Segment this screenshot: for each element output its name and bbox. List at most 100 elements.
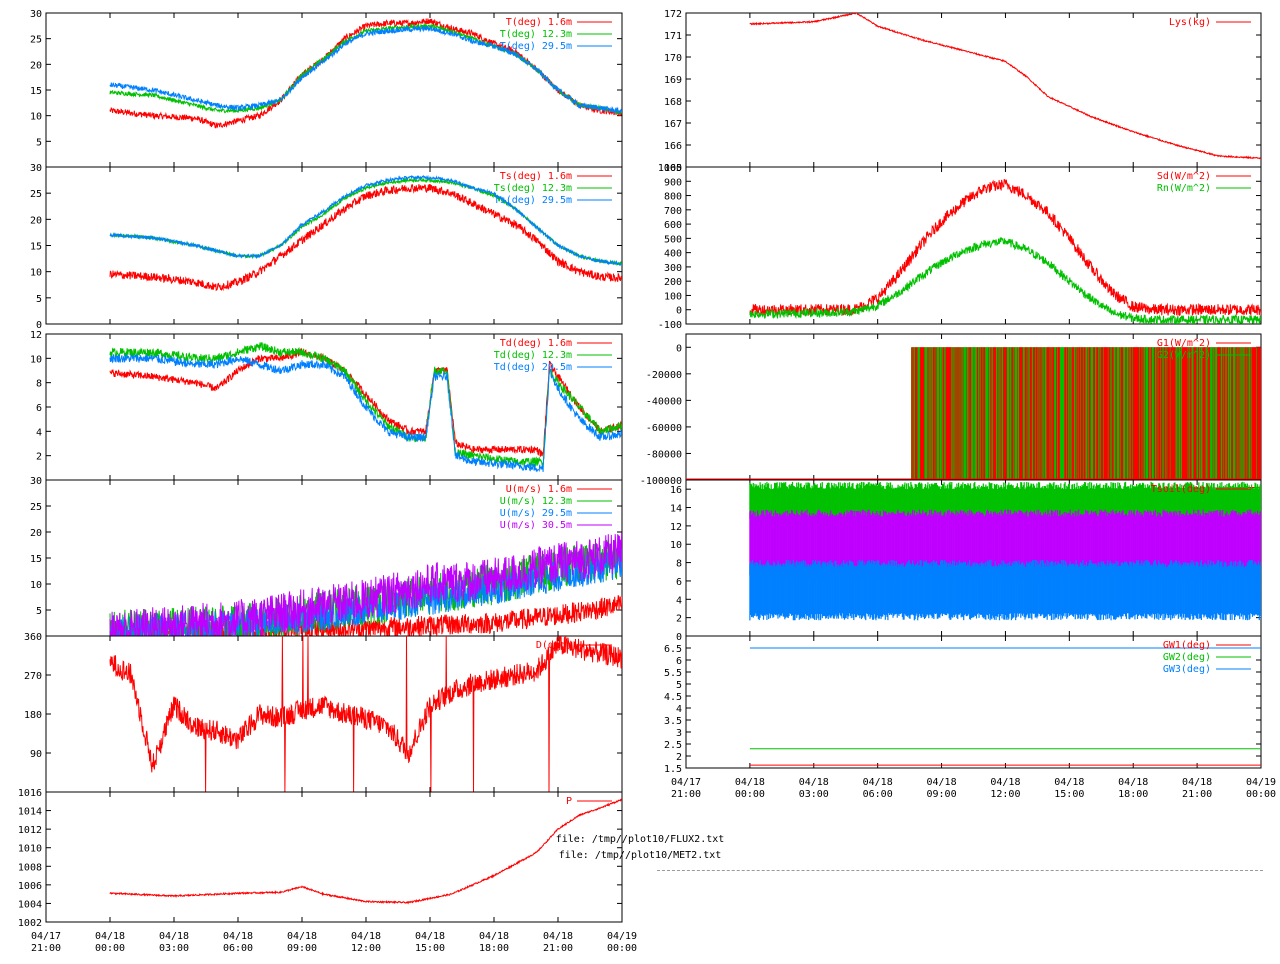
y-tick-label: 30: [30, 163, 42, 174]
y-tick-label: 25: [30, 502, 42, 513]
x-tick-time: 06:00: [223, 943, 253, 954]
y-tick-label: 10: [30, 112, 42, 123]
y-tick-label: 165: [664, 163, 682, 174]
y-tick-label: 1002: [18, 918, 42, 929]
plot-area: [749, 481, 1261, 621]
x-tick-date: 04/18: [223, 931, 253, 942]
x-tick-date: 04/18: [1182, 777, 1212, 788]
y-tick-label: -100: [658, 320, 682, 331]
x-tick-time: 21:00: [1182, 789, 1212, 800]
y-tick-label: 270: [24, 671, 42, 682]
x-tick-time: 18:00: [479, 943, 509, 954]
legend-label: T(deg) 1.6m: [506, 17, 572, 28]
y-tick-label: 90: [30, 749, 42, 760]
y-tick-label: 1004: [18, 899, 42, 910]
legend-label: T(deg) 29.5m: [500, 41, 572, 52]
dashed-separator: [657, 870, 1263, 871]
y-tick-label: -40000: [646, 396, 682, 407]
chart-temperature: 5 10 15 20 25 30 T(deg) 1.6mT(deg) 12.3mT(deg)…: [30, 9, 623, 168]
x-tick-time: 00:00: [1246, 789, 1276, 800]
legend-label: Td(deg) 1.6m: [500, 338, 572, 349]
y-tick-label: 1008: [18, 862, 42, 873]
y-tick-label: 10: [30, 354, 42, 365]
x-tick-time: 12:00: [990, 789, 1020, 800]
y-tick-label: 25: [30, 189, 42, 200]
legend-label: GW3(deg): [1163, 664, 1211, 675]
x-tick-time: 21:00: [31, 943, 61, 954]
y-tick-label: 12: [670, 522, 682, 533]
y-tick-label: -100000: [640, 476, 682, 487]
y-tick-label: 6.5: [664, 644, 682, 655]
y-tick-label: 172: [664, 9, 682, 20]
y-tick-label: -20000: [646, 370, 682, 381]
y-tick-label: 20: [30, 215, 42, 226]
y-tick-label: 6: [36, 403, 42, 414]
series-line-0: [109, 183, 622, 292]
plot-area: [749, 178, 1261, 324]
plot-area: [109, 532, 622, 636]
y-tick-label: 14: [670, 504, 682, 515]
legend-label: Ts(deg) 12.3m: [494, 183, 572, 194]
y-tick-label: 8: [676, 559, 682, 570]
y-tick-label: 2: [36, 452, 42, 463]
plot-area: [109, 174, 622, 292]
y-tick-label: 8: [36, 379, 42, 390]
panel-frame: [685, 166, 1262, 325]
x-tick-time: 06:00: [863, 789, 893, 800]
y-tick-label: 6: [676, 656, 682, 667]
legend-label: T(deg) 12.3m: [500, 29, 572, 40]
series-line-2: [109, 548, 622, 636]
series-line-1: [749, 236, 1261, 324]
series-line-0: [749, 13, 1261, 160]
y-tick-label: 1006: [18, 881, 42, 892]
y-tick-label: 5: [36, 137, 42, 148]
y-tick-label: 180: [24, 710, 42, 721]
x-tick-time: 00:00: [735, 789, 765, 800]
y-tick-label: -80000: [646, 449, 682, 460]
y-tick-label: 600: [664, 220, 682, 231]
y-tick-label: 800: [664, 192, 682, 203]
x-tick-date: 04/18: [927, 777, 957, 788]
panel-frame: [685, 635, 1262, 769]
legend-label: Rn(W/m^2): [1157, 183, 1211, 194]
x-tick-date: 04/18: [351, 931, 381, 942]
chart-pressure: 1002 1004 1006 1008 1010 1012 1014 1016 P: [18, 788, 623, 929]
y-tick-label: 5.5: [664, 668, 682, 679]
legend-label: Ts(deg) 29.5m: [494, 195, 572, 206]
series-line-3: [109, 532, 622, 636]
y-tick-label: 15: [30, 554, 42, 565]
series-line-2: [109, 353, 622, 473]
legend-label: Td(deg) 29.5m: [494, 362, 572, 373]
y-tick-label: 5: [676, 680, 682, 691]
y-tick-label: 15: [30, 242, 42, 253]
x-tick-date: 04/18: [735, 777, 765, 788]
series-line-2: [109, 25, 622, 114]
x-tick-date: 04/19: [607, 931, 637, 942]
x-tick-time: 21:00: [543, 943, 573, 954]
y-tick-label: 2: [676, 752, 682, 763]
y-tick-label: 4.5: [664, 692, 682, 703]
y-tick-label: 100: [664, 291, 682, 302]
y-tick-label: 900: [664, 177, 682, 188]
y-tick-label: 1010: [18, 844, 42, 855]
y-tick-label: 700: [664, 206, 682, 217]
y-tick-label: 3.5: [664, 716, 682, 727]
y-tick-label: 300: [664, 263, 682, 274]
x-tick-date: 04/18: [1118, 777, 1148, 788]
legend-label: GW2(deg): [1163, 652, 1211, 663]
x-tick-date: 04/19: [1246, 777, 1276, 788]
x-tick-time: 15:00: [415, 943, 445, 954]
y-tick-label: 12: [30, 330, 42, 341]
panel-frame: [45, 791, 623, 923]
x-tick-time: 09:00: [287, 943, 317, 954]
x-tick-time: 15:00: [1054, 789, 1084, 800]
x-tick-date: 04/17: [31, 931, 61, 942]
y-tick-label: 5: [36, 294, 42, 305]
y-tick-label: 170: [664, 53, 682, 64]
chart-wind-direction: 90 180 270 360 D(deg): [24, 632, 623, 793]
x-tick-date: 04/18: [159, 931, 189, 942]
x-tick-time: 18:00: [1118, 789, 1148, 800]
